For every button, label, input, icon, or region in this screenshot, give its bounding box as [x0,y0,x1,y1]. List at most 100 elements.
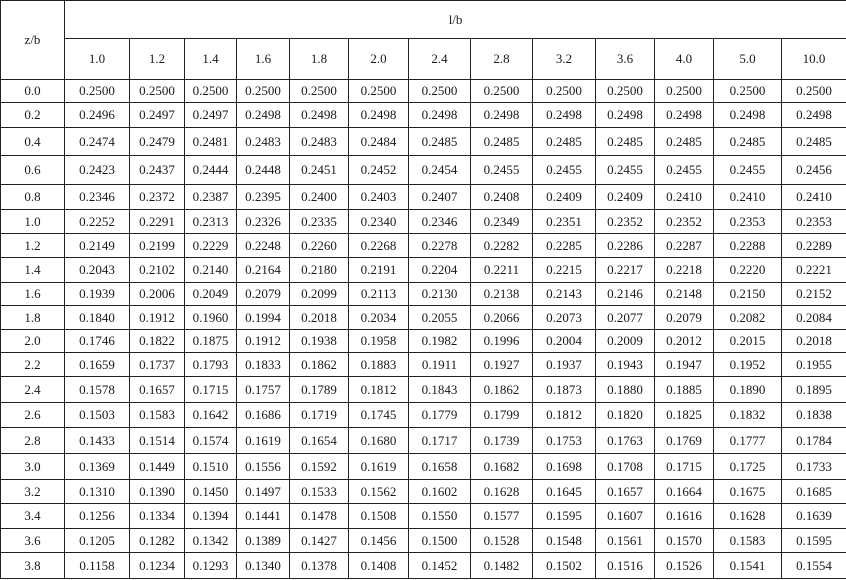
table-cell: 0.1911 [408,352,471,377]
table-cell: 0.2498 [289,102,349,128]
table-cell: 0.1822 [129,329,185,353]
table-cell: 0.2278 [408,233,471,258]
table-cell: 0.1698 [532,453,596,480]
table-cell: 0.2455 [532,155,596,185]
column-header: 2.8 [470,38,533,80]
table-cell: 0.1592 [289,453,349,480]
table-cell: 0.2455 [654,155,714,185]
row-header: 0.0 [0,79,65,103]
table-cell: 0.2006 [129,282,185,306]
table-cell: 0.1616 [654,503,714,529]
table-cell: 0.2353 [780,209,846,234]
table-cell: 0.2220 [713,257,782,283]
table-cell: 0.1482 [470,552,533,579]
table-cell: 0.2498 [532,102,596,128]
table-cell: 0.2349 [470,209,533,234]
table-cell: 0.2481 [184,127,237,156]
table-cell: 0.1685 [780,479,846,504]
table-cell: 0.2152 [780,282,846,306]
table-cell: 0.2286 [595,233,655,258]
table-row: 0.4 0.2474 0.2479 0.2481 0.2483 0.2483 0.2484 0… [0,127,846,156]
table-cell: 0.1675 [713,479,782,504]
table-cell: 0.2409 [595,184,655,210]
row-header: 3.8 [0,552,65,579]
table-cell: 0.1282 [129,528,185,553]
row-header: 0.8 [0,184,65,210]
table-cell: 0.2015 [713,329,782,353]
table-cell: 0.2474 [64,127,130,156]
table-cell: 0.1607 [595,503,655,529]
table-cell: 0.2180 [289,257,349,283]
table-cell: 0.2217 [595,257,655,283]
table-cell: 0.1619 [348,453,409,480]
table-cell: 0.1205 [64,528,130,553]
table-cell: 0.1682 [470,453,533,480]
table-cell: 0.2282 [470,233,533,258]
table-cell: 0.2437 [129,155,185,185]
table-cell: 0.2485 [654,127,714,156]
table-cell: 0.1812 [348,376,409,403]
table-cell: 0.2451 [289,155,349,185]
table-cell: 0.2498 [348,102,409,128]
table-cell: 0.2204 [408,257,471,283]
table-cell: 0.2403 [348,184,409,210]
table-cell: 0.1449 [129,453,185,480]
row-header: 0.4 [0,127,65,156]
table-cell: 0.1502 [532,552,596,579]
table-cell: 0.1912 [129,305,185,330]
table-cell: 0.2498 [780,102,846,128]
table-cell: 0.2500 [470,79,533,103]
table-cell: 0.1994 [236,305,290,330]
table-cell: 0.1516 [595,552,655,579]
table-cell: 0.2408 [470,184,533,210]
table-cell: 0.1875 [184,329,237,353]
row-header: 2.8 [0,427,65,454]
table-cell: 0.1719 [289,402,349,428]
column-header: 1.0 [64,38,130,80]
table-cell: 0.2199 [129,233,185,258]
table-cell: 0.1737 [129,352,185,377]
table-cell: 0.2288 [713,233,782,258]
table-cell: 0.2455 [470,155,533,185]
table-cell: 0.1873 [532,376,596,403]
table-cell: 0.1528 [470,528,533,553]
table-cell: 0.1583 [713,528,782,553]
table-cell: 0.2407 [408,184,471,210]
table-cell: 0.1548 [532,528,596,553]
table-cell: 0.1595 [780,528,846,553]
table-cell: 0.1433 [64,427,130,454]
table-cell: 0.1715 [184,376,237,403]
row-header: 1.8 [0,305,65,330]
table-cell: 0.1577 [470,503,533,529]
table-cell: 0.1825 [654,402,714,428]
table-cell: 0.1514 [129,427,185,454]
table-cell: 0.2423 [64,155,130,185]
table-cell: 0.1158 [64,552,130,579]
table-cell: 0.1784 [780,427,846,454]
table-cell: 0.2485 [595,127,655,156]
table-cell: 0.1293 [184,552,237,579]
table-cell: 0.2149 [64,233,130,258]
table-cell: 0.2500 [654,79,714,103]
table-cell: 0.2229 [184,233,237,258]
table-cell: 0.2500 [713,79,782,103]
table-cell: 0.1885 [654,376,714,403]
table-cell: 0.1812 [532,402,596,428]
table-cell: 0.1639 [780,503,846,529]
table-cell: 0.2497 [129,102,185,128]
table-cell: 0.2498 [654,102,714,128]
table-cell: 0.2082 [713,305,782,330]
table-cell: 0.1452 [408,552,471,579]
table-cell: 0.1680 [348,427,409,454]
table-cell: 0.2079 [236,282,290,306]
table-cell: 0.2148 [654,282,714,306]
table-cell: 0.2500 [129,79,185,103]
table-row: 0.2 0.2496 0.2497 0.2497 0.2498 0.2498 0.2498 0… [0,102,846,128]
table-cell: 0.1745 [348,402,409,428]
column-header: 3.2 [532,38,596,80]
table-cell: 0.2353 [713,209,782,234]
table-cell: 0.1500 [408,528,471,553]
table-cell: 0.1497 [236,479,290,504]
table-cell: 0.1642 [184,402,237,428]
table-row: 3.6 0.1205 0.1282 0.1342 0.1389 0.1427 0.1456 0… [0,528,846,553]
